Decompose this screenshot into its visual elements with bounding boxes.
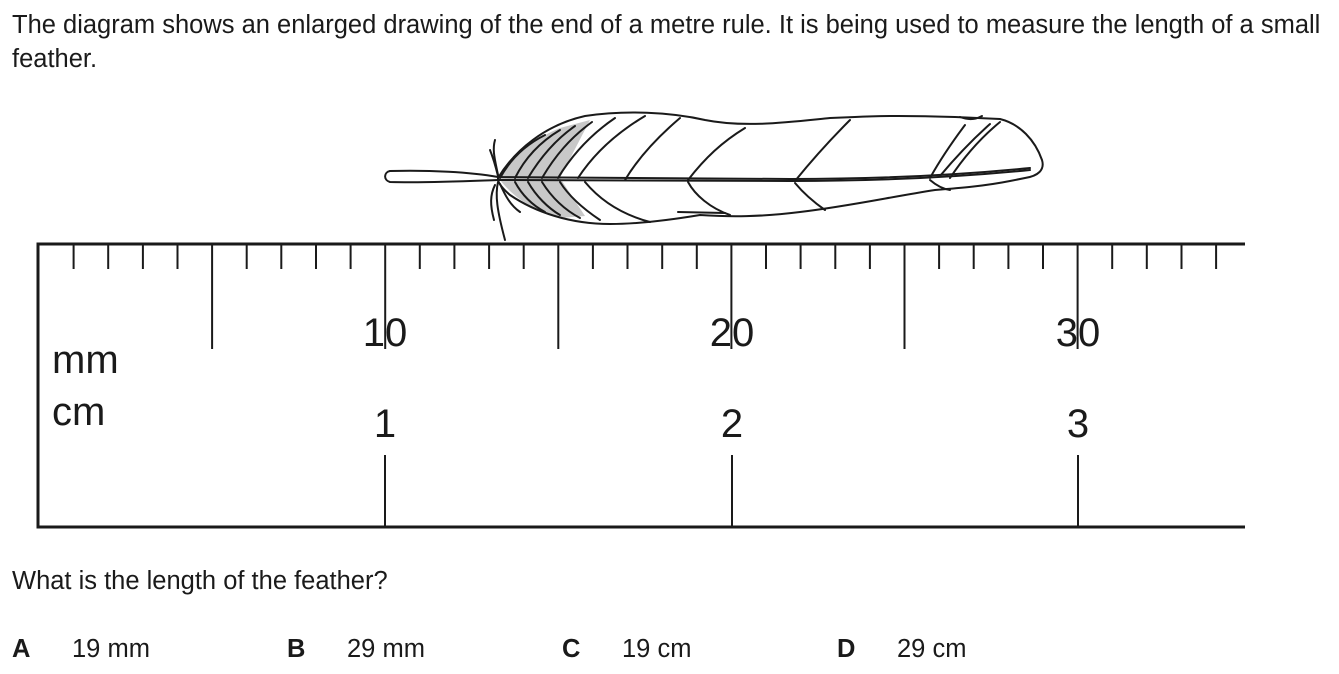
- mm-number-10: 10: [363, 311, 408, 355]
- intro-text: The diagram shows an enlarged drawing of…: [12, 11, 1321, 73]
- mm-number-30: 30: [1056, 311, 1101, 355]
- option-a[interactable]: A 19 mm: [12, 632, 150, 666]
- cm-unit-label: cm: [52, 390, 105, 434]
- question-text: What is the length of the feather?: [12, 567, 388, 595]
- cm-number-3: 3: [1067, 402, 1089, 446]
- metre-rule: mm cm 10 20 30 1 2 3: [36, 242, 1245, 529]
- feather-drawing: [384, 111, 1044, 241]
- option-c-letter: C: [562, 635, 581, 663]
- cm-number-1: 1: [374, 402, 396, 446]
- option-d-letter: D: [837, 635, 856, 663]
- mm-number-20: 20: [710, 311, 755, 355]
- option-a-text: 19 mm: [72, 635, 150, 663]
- option-b-letter: B: [287, 635, 306, 663]
- ruler-ticks: [72, 244, 1218, 349]
- option-c[interactable]: C 19 cm: [562, 632, 691, 666]
- mm-unit-label: mm: [52, 338, 119, 382]
- ruler-outline: [36, 242, 1245, 529]
- option-d-text: 29 cm: [897, 635, 967, 663]
- option-b-text: 29 mm: [347, 635, 425, 663]
- feather-quill: [384, 169, 1031, 184]
- feather-vane: [497, 111, 1044, 225]
- option-c-text: 19 cm: [622, 635, 692, 663]
- option-d[interactable]: D 29 cm: [837, 632, 966, 666]
- option-b[interactable]: B 29 mm: [287, 632, 425, 666]
- option-a-letter: A: [12, 635, 31, 663]
- answer-options: A 19 mm B 29 mm C 19 cm D 29 cm: [0, 632, 1339, 668]
- cm-number-2: 2: [721, 402, 743, 446]
